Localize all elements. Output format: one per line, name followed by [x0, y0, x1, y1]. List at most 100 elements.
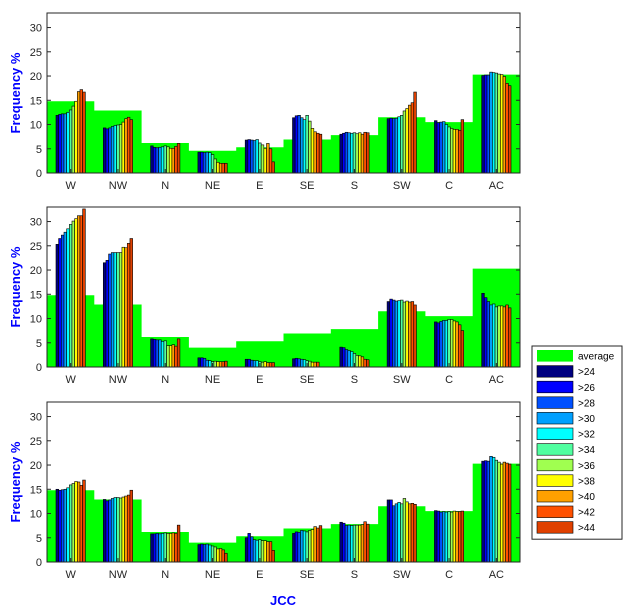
- bar-C-gt40: [455, 321, 459, 368]
- bar-AC-gt30: [489, 455, 493, 563]
- x-axis-label: JCC: [270, 593, 297, 608]
- y-tick-label: 10: [30, 509, 42, 521]
- bar-AC-gt36: [497, 305, 501, 368]
- x-tick-label-N: N: [161, 374, 169, 386]
- legend-swatch-gt32: [536, 427, 574, 440]
- bar-W-gt24: [55, 488, 59, 563]
- bar-NW-gt28: [108, 253, 112, 368]
- bar-SE-gt24: [292, 117, 296, 174]
- bar-NW-gt32: [113, 125, 117, 174]
- bar-S-gt36: [355, 355, 359, 368]
- bar-SW-gt38: [405, 108, 409, 174]
- bar-NE-gt38: [216, 361, 220, 368]
- bar-E-gt40: [266, 541, 270, 563]
- legend-swatch-gt28: [536, 396, 574, 409]
- bar-C-gt44: [460, 119, 465, 174]
- bar-W-gt44: [82, 91, 86, 174]
- bar-S-gt42: [363, 521, 367, 563]
- bar-NW-gt26: [105, 260, 109, 368]
- bar-SW-gt26: [389, 499, 393, 563]
- legend-label: average: [578, 352, 615, 363]
- bar-SE-gt42: [316, 361, 320, 368]
- bar-N-gt32: [160, 533, 165, 563]
- bar-C-gt32: [444, 124, 449, 174]
- bar-W-gt30: [63, 113, 67, 174]
- y-axis-label: Frequency %: [8, 246, 23, 327]
- bar-S-gt26: [342, 522, 346, 563]
- bar-S-gt28: [344, 525, 349, 563]
- bar-S-gt24: [339, 346, 343, 368]
- axes-frame: [46, 12, 521, 174]
- bar-AC-gt34: [494, 306, 498, 368]
- bar-SE-gt30: [300, 117, 304, 174]
- bar-NW-gt36: [118, 124, 123, 174]
- bar-NE-gt32: [208, 544, 212, 563]
- bar-E-gt44: [271, 550, 275, 563]
- x-tick-label-E: E: [256, 569, 263, 581]
- bar-SW-gt36: [402, 301, 407, 368]
- bar-C-gt26: [436, 510, 441, 563]
- bar-SE-gt38: [310, 128, 315, 174]
- bar-E-gt36: [260, 361, 265, 368]
- bar-SE-gt34: [305, 115, 309, 174]
- x-tick-label-NE: NE: [205, 569, 220, 581]
- bar-NE-gt38: [216, 548, 220, 563]
- bar-SE-gt40: [313, 361, 317, 368]
- bar-NE-gt42: [221, 163, 225, 174]
- bar-N-gt42: [174, 533, 178, 563]
- bar-AC-gt24: [481, 75, 485, 174]
- bar-SW-gt40: [408, 301, 412, 368]
- bar-W-gt36: [71, 105, 75, 174]
- y-tick-label: 0: [36, 362, 42, 374]
- bar-E-gt42: [268, 148, 273, 174]
- bar-NE-gt26: [200, 357, 204, 368]
- bar-E-gt44: [271, 362, 275, 368]
- bar-W-gt40: [77, 481, 81, 563]
- bar-NW-gt28: [108, 499, 112, 563]
- bar-SW-gt24: [386, 301, 391, 368]
- bar-W-gt44: [82, 208, 86, 368]
- bar-E-gt30: [252, 140, 257, 174]
- bar-S-gt42: [363, 358, 367, 368]
- y-tick-label: 20: [30, 265, 42, 277]
- bar-NW-gt42: [126, 243, 131, 368]
- bar-NW-gt40: [124, 247, 128, 368]
- bar-SW-gt30: [394, 300, 399, 368]
- legend-label: >32: [578, 430, 595, 441]
- bar-NE-gt32: [208, 360, 212, 368]
- bar-W-gt38: [74, 100, 78, 174]
- bar-SE-gt32: [302, 530, 307, 563]
- chart-panel-1: 0 5 10 15 20 25 30 W NW N NE E SE S SW C AC Frequency %: [8, 12, 521, 192]
- bar-S-gt30: [347, 524, 351, 563]
- bar-AC-gt26: [484, 460, 488, 563]
- y-tick-label: 30: [30, 217, 42, 229]
- bar-C-gt42: [458, 511, 462, 563]
- bar-S-gt36: [355, 133, 359, 174]
- bar-AC-gt32: [492, 303, 496, 368]
- bar-E-gt26: [247, 358, 251, 368]
- bar-NW-gt24: [102, 262, 107, 368]
- bar-NW-gt28: [108, 127, 112, 174]
- legend-label: >26: [578, 383, 595, 394]
- x-tick-label-W: W: [65, 569, 76, 581]
- bar-W-gt40: [77, 215, 81, 368]
- bar-C-gt28: [439, 121, 443, 174]
- bar-SE-gt26: [294, 115, 299, 174]
- legend-label: >24: [578, 367, 595, 378]
- bar-SE-gt36: [308, 360, 312, 368]
- bar-SE-gt44: [318, 133, 323, 174]
- bar-E-gt32: [255, 360, 259, 368]
- bar-S-gt32: [350, 132, 354, 174]
- bar-NW-gt38: [121, 246, 125, 368]
- bar-SE-gt38: [310, 529, 315, 563]
- bar-AC-gt28: [486, 301, 490, 368]
- bar-N-gt38: [168, 345, 173, 368]
- bar-N-gt30: [158, 339, 162, 368]
- bar-SE-gt24: [292, 533, 296, 563]
- x-tick-label-NW: NW: [109, 569, 128, 581]
- bar-C-gt32: [444, 320, 449, 368]
- bar-C-gt24: [434, 321, 438, 368]
- bar-C-gt30: [442, 121, 446, 174]
- bar-AC-gt42: [505, 83, 509, 174]
- bar-SE-gt32: [302, 119, 307, 174]
